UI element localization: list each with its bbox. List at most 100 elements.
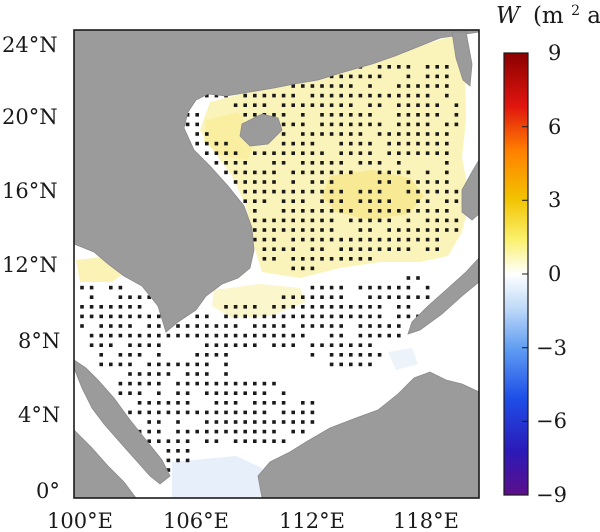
significance-dot <box>118 285 123 290</box>
significance-dot <box>233 429 238 434</box>
land-mainland-asia <box>74 30 479 333</box>
significance-dot <box>281 314 286 319</box>
significance-dot <box>214 353 219 357</box>
significance-dot <box>339 285 343 290</box>
significance-dot <box>233 343 238 347</box>
significance-dot <box>358 247 363 251</box>
significance-dot <box>137 401 142 405</box>
significance-dot <box>320 237 324 242</box>
significance-dot <box>445 161 449 165</box>
negative-region-east <box>388 348 418 370</box>
significance-dot <box>368 228 372 232</box>
significance-dot <box>416 295 420 299</box>
significance-dot <box>377 247 382 251</box>
significance-dot <box>301 410 305 415</box>
significance-dot <box>445 170 449 175</box>
significance-dot <box>435 132 439 136</box>
significance-dot <box>406 84 411 88</box>
significance-dot <box>349 151 353 155</box>
significance-dot <box>416 103 420 107</box>
significance-dot <box>157 439 161 443</box>
significance-dot <box>349 362 353 367</box>
significance-dot <box>368 103 372 107</box>
significance-dot <box>301 113 305 117</box>
significance-dot <box>416 237 420 242</box>
significance-dot <box>253 420 257 424</box>
significance-dot <box>243 113 247 117</box>
significance-dot <box>310 218 315 223</box>
significance-dot <box>176 420 180 424</box>
significance-dot <box>147 410 151 415</box>
significance-dot <box>310 324 315 328</box>
significance-dot <box>320 180 324 184</box>
colorbar-title-exponent: 2 <box>571 3 580 19</box>
significance-dot <box>301 266 305 271</box>
significance-dot <box>253 228 257 232</box>
significance-dot <box>224 401 228 405</box>
significance-dot <box>99 314 103 319</box>
significance-dot <box>253 429 257 434</box>
significance-dot <box>272 314 276 319</box>
significance-dot <box>329 362 334 367</box>
significance-dot <box>368 295 372 299</box>
significance-dot <box>329 74 334 79</box>
significance-dot <box>445 141 449 146</box>
significance-dot <box>416 151 420 155</box>
significance-dot <box>349 103 353 107</box>
significance-dot <box>310 180 315 184</box>
significance-dot <box>339 189 343 194</box>
significance-dot <box>233 314 238 319</box>
significance-dot <box>397 65 401 69</box>
significance-dot <box>166 439 171 443</box>
significance-dot <box>435 141 439 146</box>
significance-dot <box>253 401 257 405</box>
significance-dot <box>425 103 430 107</box>
significance-dot <box>99 343 103 347</box>
significance-dot <box>397 295 401 299</box>
significance-dot <box>118 362 123 367</box>
significance-dot <box>281 391 286 395</box>
significance-dot <box>339 113 343 117</box>
significance-dot <box>224 429 228 434</box>
significance-dot <box>262 189 267 194</box>
significance-dot <box>349 247 353 251</box>
significance-dot <box>214 381 219 386</box>
significance-dot <box>310 247 315 251</box>
significance-dot <box>301 420 305 424</box>
significance-dot <box>339 237 343 242</box>
significance-dot <box>320 228 324 232</box>
significance-dot <box>310 93 315 98</box>
significance-dot <box>233 180 238 184</box>
significance-dot <box>368 93 372 98</box>
significance-dot <box>214 401 219 405</box>
significance-dot <box>454 199 459 203</box>
significance-dot <box>185 122 190 127</box>
significance-dot <box>329 189 334 194</box>
significance-dot <box>157 381 161 386</box>
significance-dot <box>128 353 132 357</box>
significance-dot <box>425 65 430 69</box>
significance-dot <box>262 439 267 443</box>
significance-dot <box>195 314 199 319</box>
significance-dot <box>425 285 430 290</box>
significance-dot <box>397 141 401 146</box>
significance-dot <box>387 141 391 146</box>
significance-dot <box>425 113 430 117</box>
significance-dot <box>425 151 430 155</box>
significance-dot <box>377 333 382 338</box>
significance-dot <box>406 218 411 223</box>
significance-dot <box>320 122 324 127</box>
significance-dot <box>291 189 295 194</box>
significance-dot <box>301 132 305 136</box>
significance-dot <box>358 228 363 232</box>
significance-dot <box>358 113 363 117</box>
significance-dot <box>281 295 286 299</box>
land <box>74 30 479 498</box>
significance-dot <box>377 180 382 184</box>
significance-dot <box>128 295 132 299</box>
significance-dot <box>137 353 142 357</box>
significance-dot <box>281 247 286 251</box>
significance-dot <box>387 132 391 136</box>
significance-dot <box>349 170 353 175</box>
